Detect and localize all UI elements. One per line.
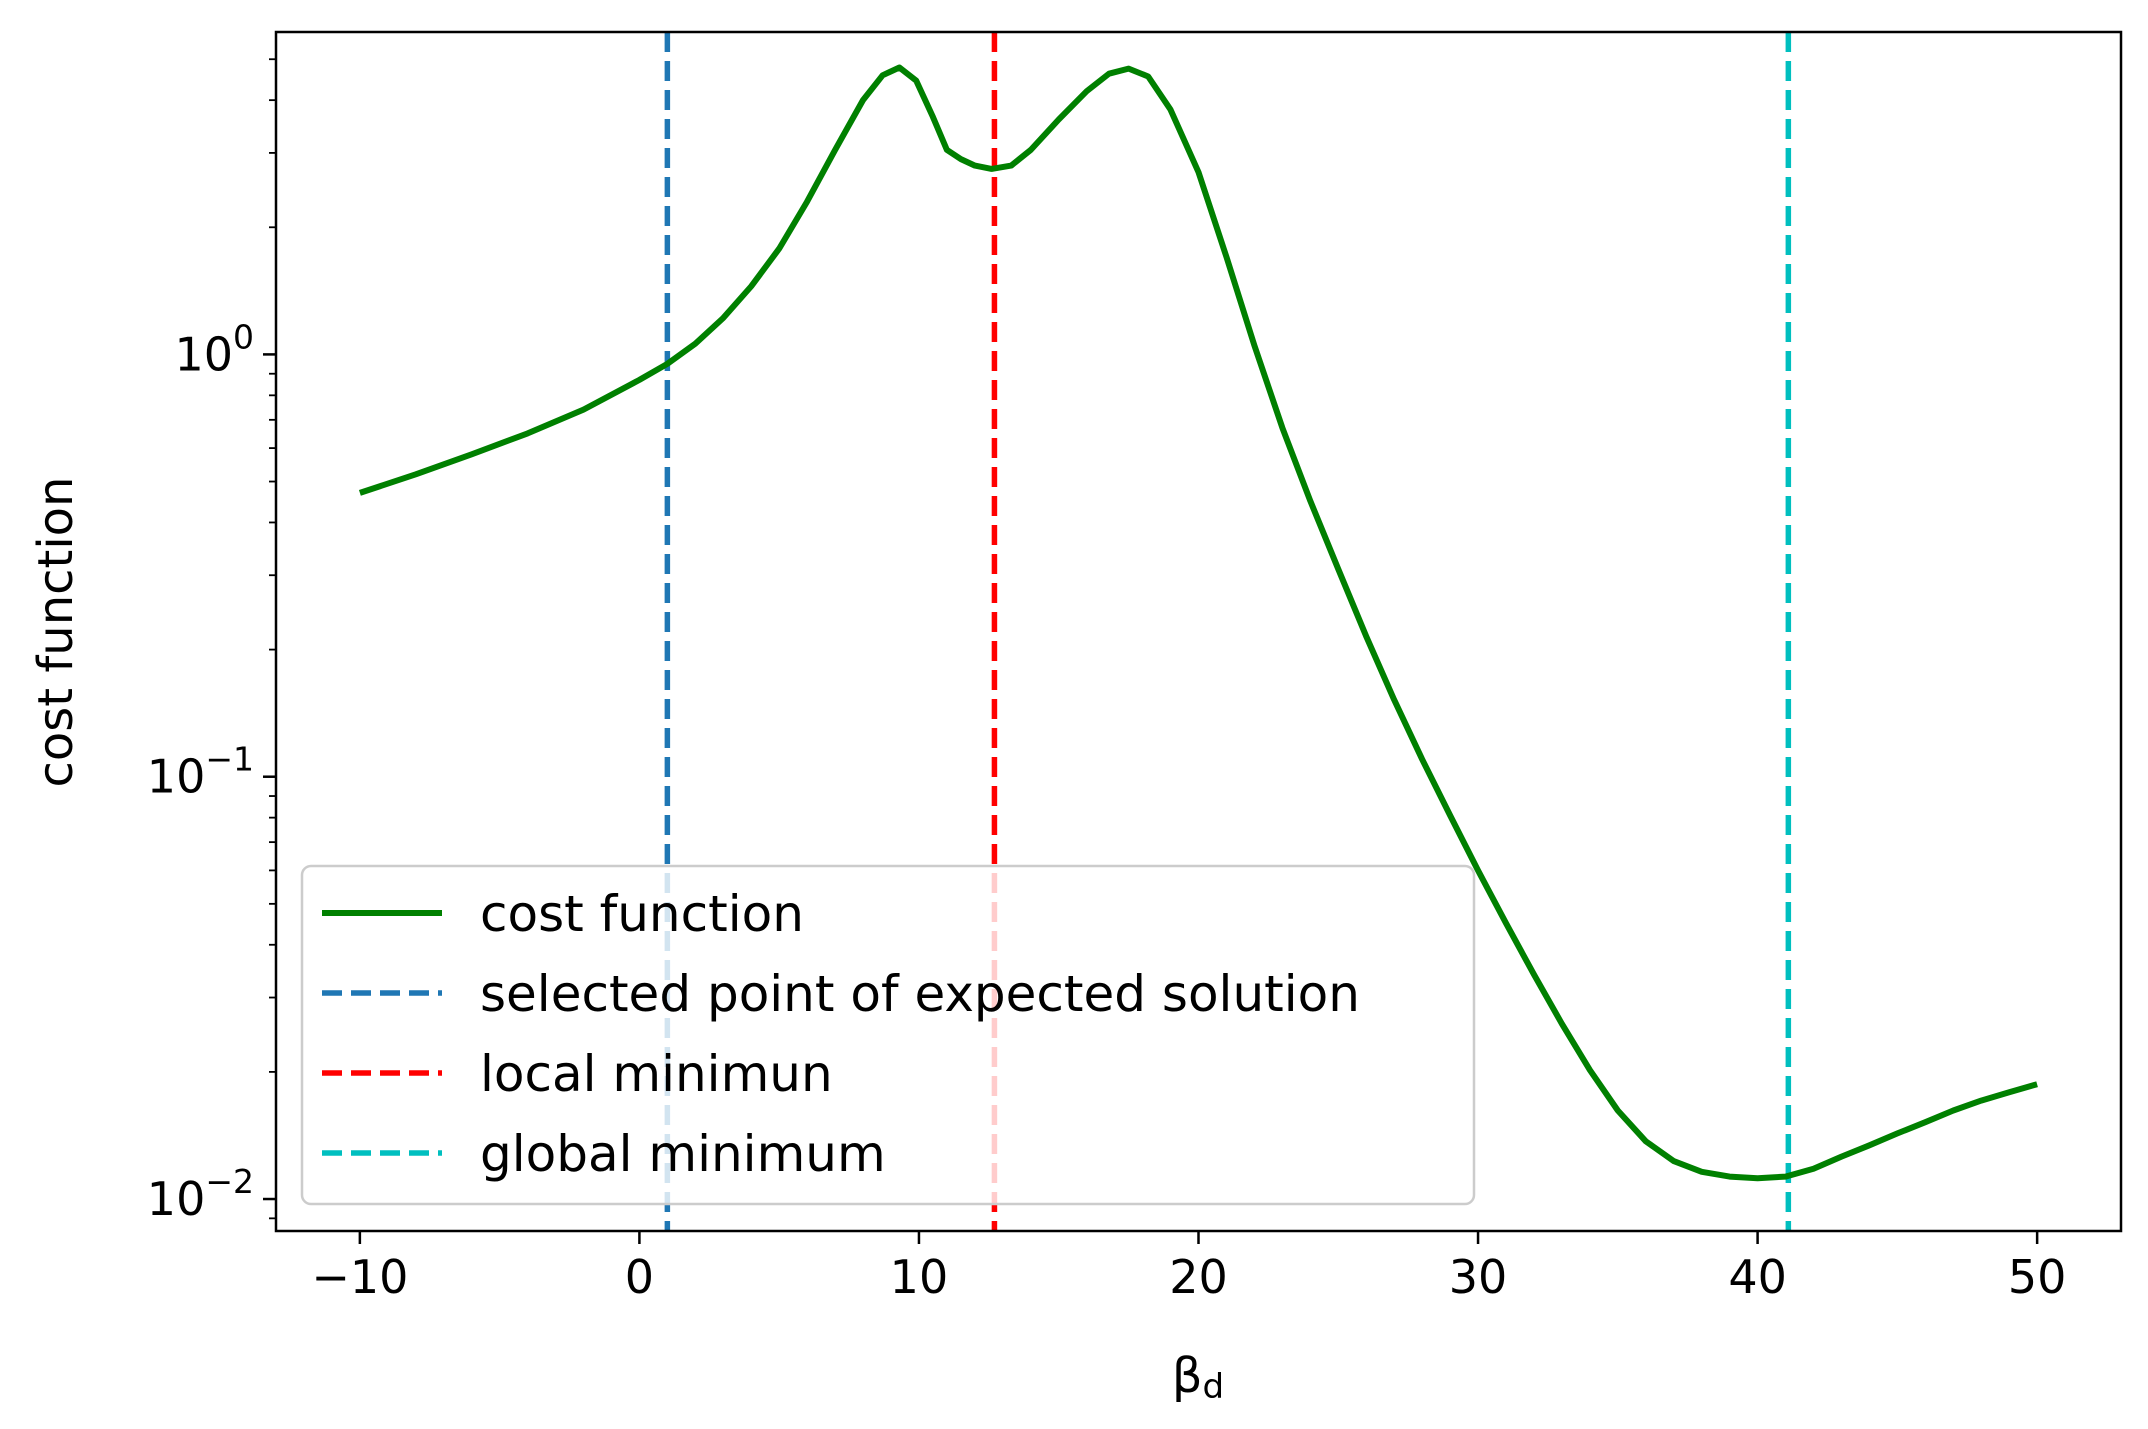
x-tick-label: 30 [1449, 1250, 1508, 1304]
x-tick-label: −10 [311, 1250, 408, 1304]
x-tick-label: 10 [890, 1250, 949, 1304]
x-axis-label: βd [1172, 1348, 1224, 1407]
x-tick-label: 40 [1728, 1250, 1787, 1304]
x-axis-label-subscript: d [1203, 1367, 1225, 1407]
legend-label-1: cost function [480, 885, 804, 943]
x-tick-label: 0 [625, 1250, 654, 1304]
legend-label-2: selected point of expected solution [480, 965, 1360, 1023]
plot-frame [274, 30, 2123, 1233]
y-tick-label: 10−1 [147, 740, 254, 804]
y-tick-label: 10−2 [147, 1162, 254, 1226]
cost-function-line [358, 64, 2038, 1182]
legend-label-3: local minimun [480, 1045, 833, 1103]
x-axis-label-main: β [1172, 1348, 1203, 1404]
x-tick-label: 20 [1169, 1250, 1228, 1304]
legend-label-4: global minimum [480, 1125, 886, 1183]
y-axis-label: cost function [28, 477, 84, 788]
legend: cost function selected point of expected … [300, 864, 1476, 1206]
legend-box [300, 864, 1476, 1206]
y-tick-label: 100 [174, 317, 254, 381]
x-tick-label: 50 [2008, 1250, 2067, 1304]
